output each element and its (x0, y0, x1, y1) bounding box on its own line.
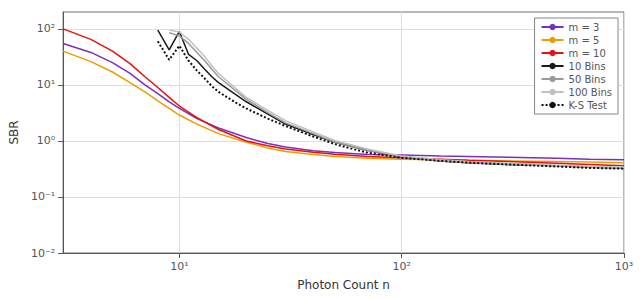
svg-text:SBR: SBR (7, 120, 21, 144)
svg-text:m = 5: m = 5 (569, 35, 600, 46)
svg-text:10⁻¹: 10⁻¹ (31, 190, 55, 203)
svg-text:K-S Test: K-S Test (569, 100, 607, 111)
svg-text:50 Bins: 50 Bins (569, 74, 606, 85)
svg-text:10⁰: 10⁰ (37, 134, 56, 147)
svg-text:10³: 10³ (615, 260, 633, 273)
svg-text:10⁻²: 10⁻² (31, 247, 55, 260)
svg-text:100 Bins: 100 Bins (569, 87, 612, 98)
svg-text:Photon Count n: Photon Count n (297, 278, 390, 292)
svg-text:10¹: 10¹ (170, 260, 188, 273)
svg-text:m = 3: m = 3 (569, 22, 600, 33)
svg-text:10²: 10² (37, 22, 55, 35)
svg-text:m = 10: m = 10 (569, 48, 606, 59)
svg-text:10²: 10² (392, 260, 410, 273)
svg-text:10¹: 10¹ (37, 78, 55, 91)
svg-text:10 Bins: 10 Bins (569, 61, 606, 72)
